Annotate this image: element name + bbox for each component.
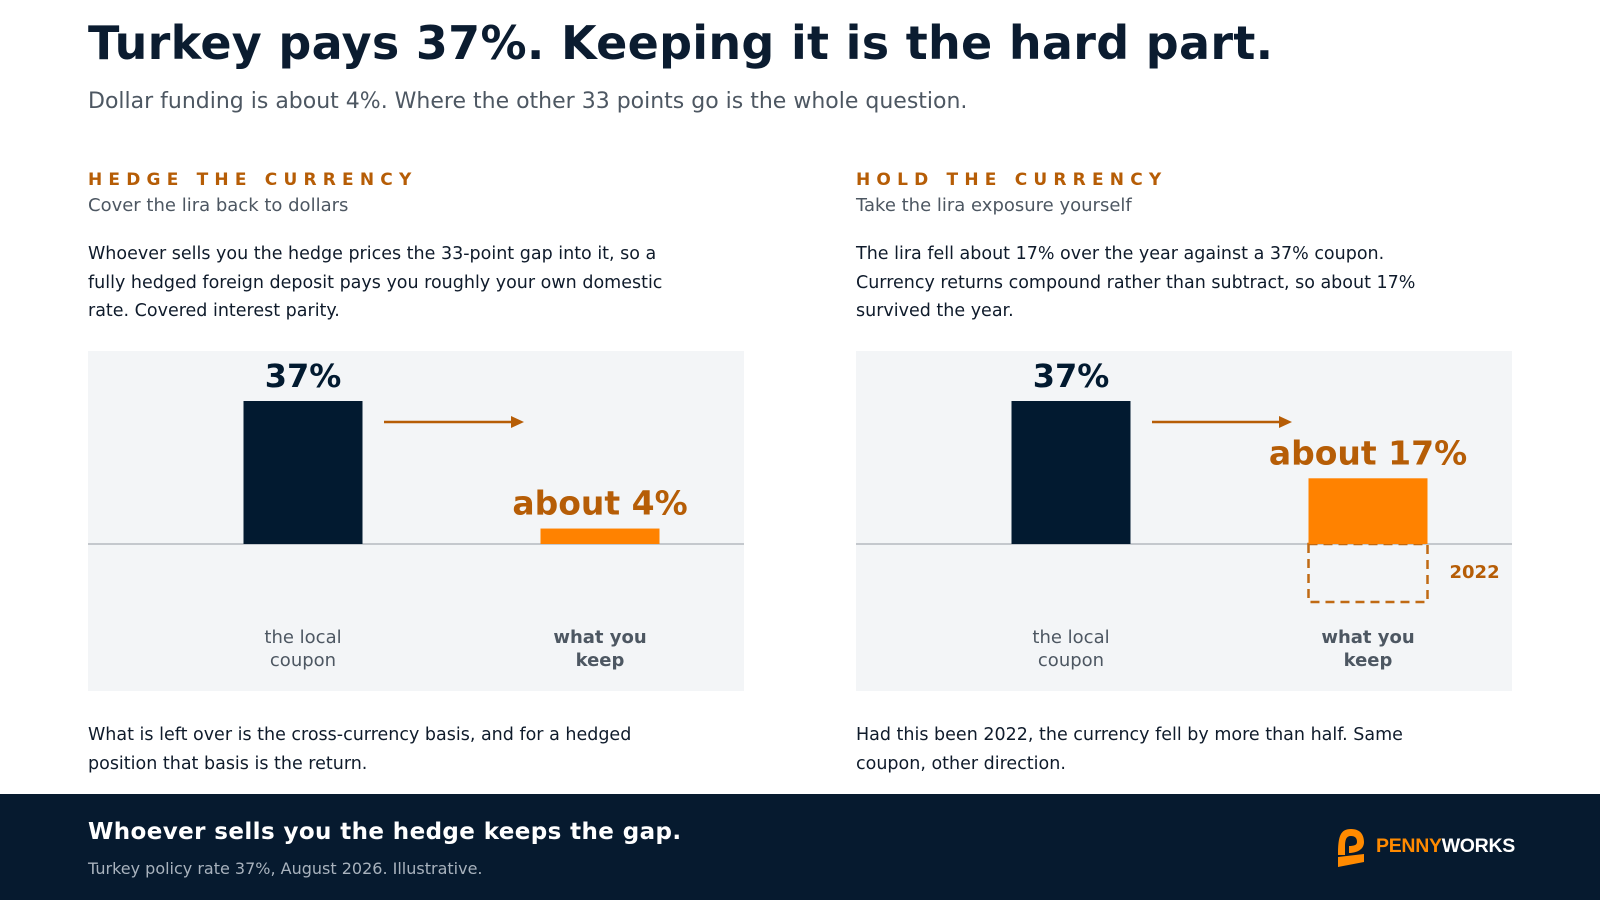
arrow-head-icon (511, 416, 524, 428)
hedge-tagline: Cover the lira back to dollars (88, 195, 349, 216)
hedge-eyebrow: HEDGE THE CURRENCY (88, 170, 418, 190)
value-label-what-you-keep: about 4% (512, 484, 687, 523)
category-label-what-you-keep: keep (576, 650, 625, 671)
category-label-local-coupon: coupon (270, 650, 336, 671)
brand-wordmark: PENNYWORKS (1376, 835, 1515, 858)
footer: Whoever sells you the hedge keeps the ga… (0, 794, 1600, 900)
category-label-what-you-keep: keep (1344, 650, 1393, 671)
hold-note: Had this been 2022, the currency fell by… (856, 725, 1403, 774)
category-label-local-coupon: coupon (1038, 650, 1104, 671)
hedge-note: What is left over is the cross-currency … (88, 725, 632, 774)
page-subtitle: Dollar funding is about 4%. Where the ot… (88, 89, 968, 114)
hold-eyebrow: HOLD THE CURRENCY (856, 170, 1168, 190)
hedge-body: Whoever sells you the hedge prices the 3… (88, 244, 663, 321)
footer-headline: Whoever sells you the hedge keeps the ga… (88, 819, 682, 845)
bar-local-coupon (1011, 401, 1131, 544)
bar-what-you-keep (540, 528, 660, 544)
pennyworks-logo-icon (1338, 829, 1364, 867)
hold-tagline: Take the lira exposure yourself (856, 195, 1132, 216)
value-label-local-coupon: 37% (265, 357, 342, 395)
value-label-what-you-keep: about 17% (1269, 433, 1467, 472)
arrow-head-icon (1279, 416, 1292, 428)
category-label-local-coupon: the local (1032, 627, 1109, 648)
category-label-local-coupon: the local (264, 627, 341, 648)
brand-logo: PENNYWORKS (1334, 825, 1515, 869)
category-label-what-you-keep: what you (553, 627, 646, 648)
footer-source: Turkey policy rate 37%, August 2026. Ill… (88, 859, 483, 878)
page-title: Turkey pays 37%. Keeping it is the hard … (88, 16, 1274, 70)
hold-chart-panel: 2022 37% the local coupon about 17% what you k… (856, 351, 1512, 691)
category-label-what-you-keep: what you (1321, 627, 1414, 648)
overlay-2022-outline (1307, 542, 1429, 604)
hold-body: The lira fell about 17% over the year ag… (856, 244, 1416, 321)
brand-wordmark-part2: WORKS (1441, 835, 1516, 857)
value-label-local-coupon: 37% (1033, 357, 1110, 395)
hold-column: HOLD THE CURRENCY Take the lira exposure… (856, 168, 1512, 774)
bar-local-coupon (243, 401, 363, 544)
overlay-2022-label: 2022 (1450, 562, 1500, 583)
bar-what-you-keep (1308, 478, 1428, 544)
hedge-column: HEDGE THE CURRENCY Cover the lira back t… (88, 168, 744, 774)
brand-wordmark-part1: PENNY (1376, 835, 1442, 857)
hedge-chart-panel: 37% the local coupon about 4% what you keep (88, 351, 744, 691)
